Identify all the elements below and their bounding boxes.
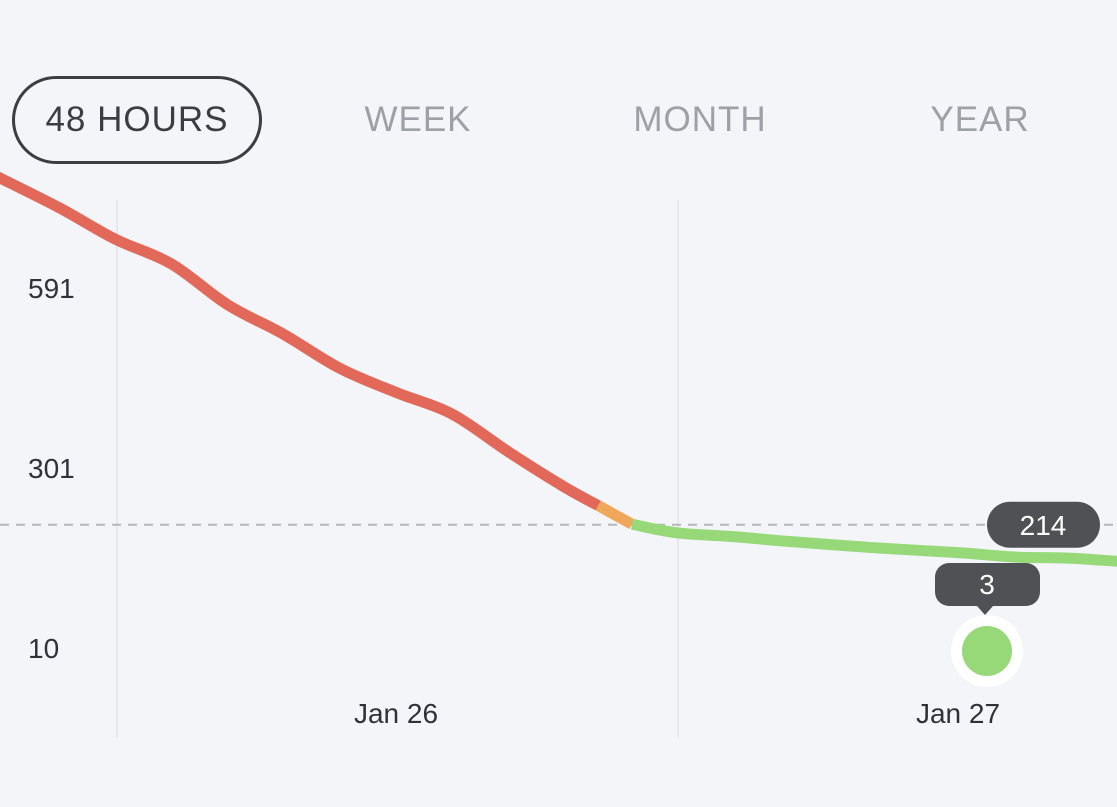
tab-month[interactable]: MONTH (633, 100, 767, 139)
series-segment-low (630, 518, 1117, 567)
current-badge-label: 3 (979, 569, 995, 600)
tab-year[interactable]: YEAR (930, 100, 1030, 139)
threshold-badge-label: 214 (1020, 510, 1067, 541)
threshold-badge-bg (987, 501, 1100, 548)
current-point (962, 626, 1012, 676)
current-badge-pointer (977, 606, 993, 615)
threshold-badge: 214 (987, 501, 1100, 548)
series-segment-medium (595, 500, 635, 530)
series-line (0, 171, 1117, 567)
x-tick-label: Jan 27 (916, 698, 1000, 729)
y-tick-label: 301 (28, 453, 75, 484)
y-tick-label: 591 (28, 273, 75, 304)
tab-48-hours[interactable]: 48 HOURS (12, 76, 262, 164)
current-badge-bg (935, 563, 1040, 606)
tab-week[interactable]: WEEK (364, 100, 472, 139)
series-segment-high (0, 171, 601, 511)
y-tick-label: 10 (28, 633, 59, 664)
current-value-badge: 3 (935, 563, 1040, 615)
current-point-marker[interactable] (951, 615, 1023, 687)
x-tick-label: Jan 26 (354, 698, 438, 729)
time-range-tabs: 48 HOURS WEEK MONTH YEAR (0, 0, 1117, 200)
